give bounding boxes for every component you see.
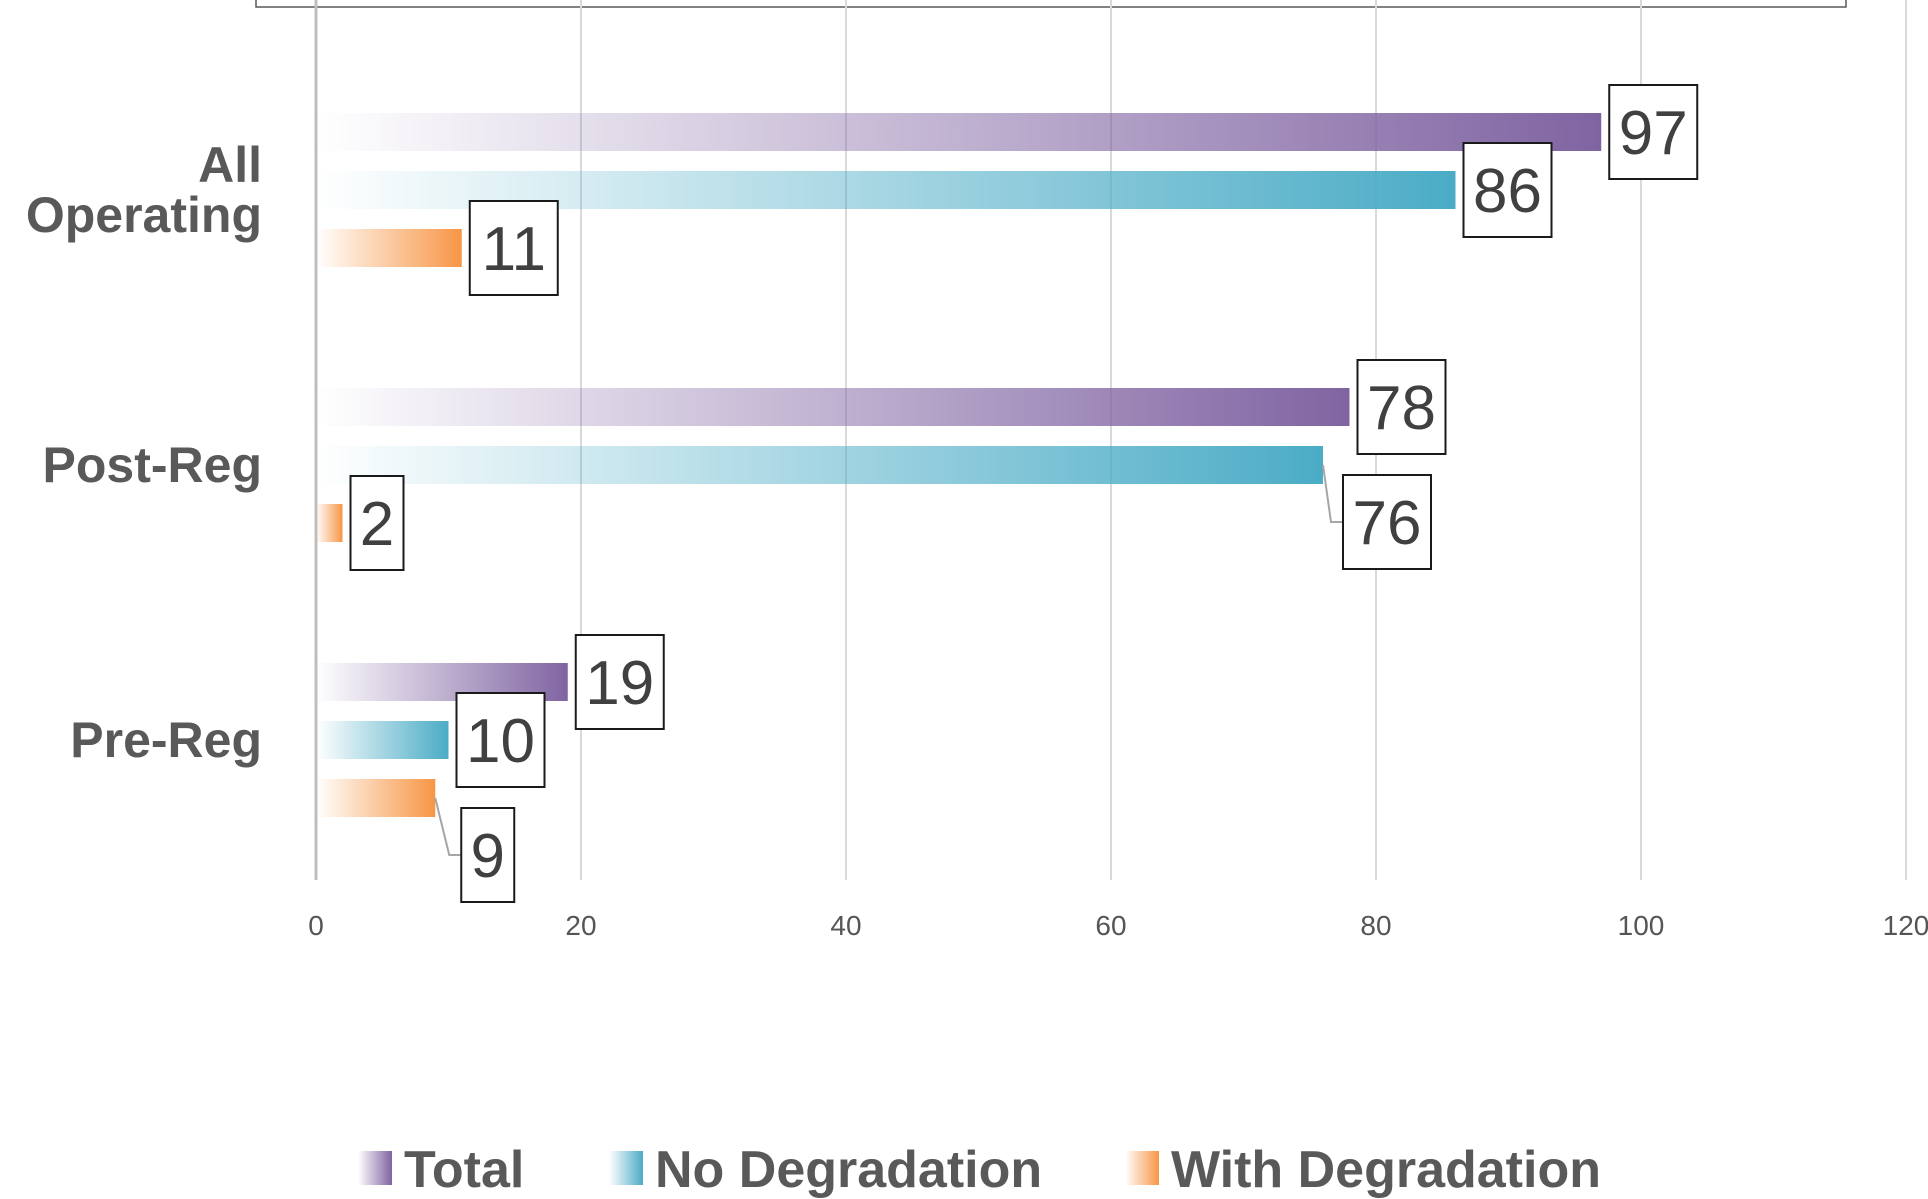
legend-label: With Degradation bbox=[1171, 1141, 1601, 1199]
data-label-text: 76 bbox=[1353, 489, 1422, 558]
x-tick-label: 60 bbox=[1095, 910, 1126, 941]
chart-frame-top bbox=[255, 0, 1847, 8]
bar-with-degradation bbox=[316, 504, 343, 542]
bar-no-degradation bbox=[316, 446, 1323, 484]
data-label: 76 bbox=[1322, 464, 1432, 570]
data-label: 86 bbox=[1462, 142, 1553, 238]
data-labels: 97 86 11 78 76 2 19 10 9 bbox=[349, 84, 1699, 903]
bar-no-degradation bbox=[316, 721, 449, 759]
data-label-text: 78 bbox=[1367, 374, 1436, 443]
x-tick-label: 100 bbox=[1618, 910, 1665, 941]
x-tick-label: 20 bbox=[565, 910, 596, 941]
legend-item: With Degradation bbox=[1125, 1141, 1601, 1199]
data-label-box bbox=[349, 475, 405, 571]
data-label-box bbox=[460, 807, 516, 903]
data-label-text: 10 bbox=[466, 707, 535, 776]
bar-total bbox=[316, 113, 1602, 151]
x-tick-label: 120 bbox=[1883, 910, 1928, 941]
data-label-box bbox=[1608, 84, 1699, 180]
x-tick-label: 0 bbox=[308, 910, 324, 941]
data-label-box bbox=[574, 634, 665, 730]
data-label-box bbox=[455, 692, 546, 788]
leader-line bbox=[1322, 464, 1343, 523]
data-label: 78 bbox=[1356, 359, 1447, 455]
legend-swatch bbox=[609, 1151, 643, 1185]
category-label: Operating bbox=[26, 187, 262, 243]
data-label-text: 86 bbox=[1473, 157, 1542, 226]
data-label-text: 9 bbox=[471, 822, 505, 891]
category-label: All bbox=[198, 137, 262, 193]
legend-label: Total bbox=[404, 1141, 524, 1199]
x-tick-label: 40 bbox=[830, 910, 861, 941]
data-label: 10 bbox=[455, 692, 546, 788]
data-label-box bbox=[468, 200, 559, 296]
data-label-text: 2 bbox=[360, 490, 394, 559]
legend-item: Total bbox=[358, 1141, 524, 1199]
leader-line bbox=[434, 797, 462, 856]
category-label: Post-Reg bbox=[43, 437, 262, 493]
data-label: 11 bbox=[468, 200, 559, 296]
legend-swatch bbox=[358, 1151, 392, 1185]
data-label-box bbox=[1356, 359, 1447, 455]
bar-with-degradation bbox=[316, 229, 462, 267]
data-label-text: 97 bbox=[1619, 99, 1688, 168]
data-label: 97 bbox=[1608, 84, 1699, 180]
x-tick-label: 80 bbox=[1360, 910, 1391, 941]
data-label-text: 11 bbox=[482, 215, 546, 284]
data-label: 19 bbox=[574, 634, 665, 730]
legend: Total No Degradation With Degradation bbox=[358, 1141, 1601, 1199]
x-axis-ticks: 0 20 40 60 80 100 120 bbox=[308, 910, 1928, 941]
data-label-text: 19 bbox=[585, 649, 654, 718]
data-label-box bbox=[1462, 142, 1553, 238]
data-label: 9 bbox=[434, 797, 516, 903]
legend-swatch bbox=[1125, 1151, 1159, 1185]
legend-label: No Degradation bbox=[655, 1141, 1042, 1199]
legend-item: No Degradation bbox=[609, 1141, 1042, 1199]
bar-with-degradation bbox=[316, 779, 436, 817]
data-label: 2 bbox=[349, 475, 405, 571]
category-label: Pre-Reg bbox=[70, 712, 262, 768]
bars bbox=[316, 113, 1602, 817]
bar-total bbox=[316, 388, 1350, 426]
data-label-box bbox=[1342, 474, 1432, 570]
